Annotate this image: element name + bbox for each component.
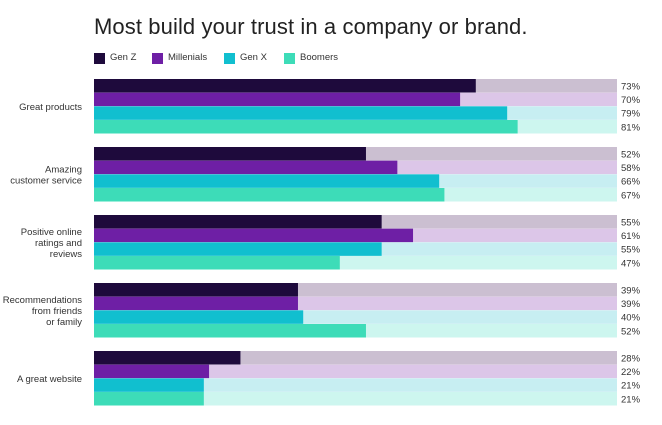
chart-title: Most build your trust in a company or br… <box>94 14 528 39</box>
legend-swatch <box>152 53 163 64</box>
category-label: Great products <box>19 102 82 113</box>
bar <box>94 378 204 392</box>
legend-label: Gen X <box>240 52 267 63</box>
category-label: Recommendations from friends or family <box>3 295 82 328</box>
legend-swatch <box>284 53 295 64</box>
data-label: 28% <box>621 353 641 364</box>
data-label: 47% <box>621 258 641 269</box>
data-label: 55% <box>621 245 641 256</box>
data-label: 79% <box>621 109 641 120</box>
data-label: 52% <box>621 326 641 337</box>
bar <box>94 160 398 175</box>
bar-group: A great website 28% 22% 21% 21% <box>17 351 641 406</box>
bar <box>94 215 382 229</box>
bar <box>94 283 298 297</box>
data-label: 39% <box>621 299 641 310</box>
data-label: 58% <box>621 163 641 174</box>
bar-group: Recommendations from friends or family 39% 3… <box>3 283 641 338</box>
bar <box>94 188 445 202</box>
data-label: 39% <box>621 285 641 296</box>
bar <box>94 256 340 270</box>
bar <box>94 296 298 311</box>
bar-group: Great products 73% 70% 79% 81% <box>19 79 641 134</box>
bar <box>94 351 241 365</box>
bar-group: Amazing customer service 52% 58% 66% 67% <box>10 147 641 202</box>
bar <box>94 106 508 120</box>
bar <box>94 120 518 134</box>
data-label: 70% <box>621 95 641 106</box>
data-label: 73% <box>621 81 641 92</box>
category-label: Amazing customer service <box>10 164 82 186</box>
bar <box>94 228 414 243</box>
bar <box>94 92 461 107</box>
bar <box>94 242 382 256</box>
data-label: 81% <box>621 122 641 133</box>
data-label: 22% <box>621 367 641 378</box>
legend-label: Boomers <box>300 52 339 63</box>
legend-swatch <box>224 53 235 64</box>
data-label: 52% <box>621 149 641 160</box>
bar <box>94 324 366 338</box>
bar-track <box>94 378 617 392</box>
data-label: 66% <box>621 177 641 188</box>
data-label: 21% <box>621 394 641 405</box>
category-label: A great website <box>17 374 82 385</box>
bar <box>94 79 476 93</box>
data-label: 40% <box>621 313 641 324</box>
bar <box>94 364 210 379</box>
bar-track <box>94 392 617 406</box>
bar <box>94 392 204 406</box>
bar <box>94 147 366 161</box>
data-label: 55% <box>621 217 641 228</box>
category-label: Positive online ratings and reviews <box>21 227 83 260</box>
legend-label: Gen Z <box>110 52 137 63</box>
bar <box>94 310 304 324</box>
data-label: 21% <box>621 381 641 392</box>
bar <box>94 174 440 188</box>
data-label: 67% <box>621 190 641 201</box>
legend-label: Millenials <box>168 52 208 63</box>
legend-swatch <box>94 53 105 64</box>
bar-track <box>94 364 617 379</box>
bar-group: Positive online ratings and reviews 55% 61% 5… <box>21 215 641 270</box>
data-label: 61% <box>621 231 641 242</box>
